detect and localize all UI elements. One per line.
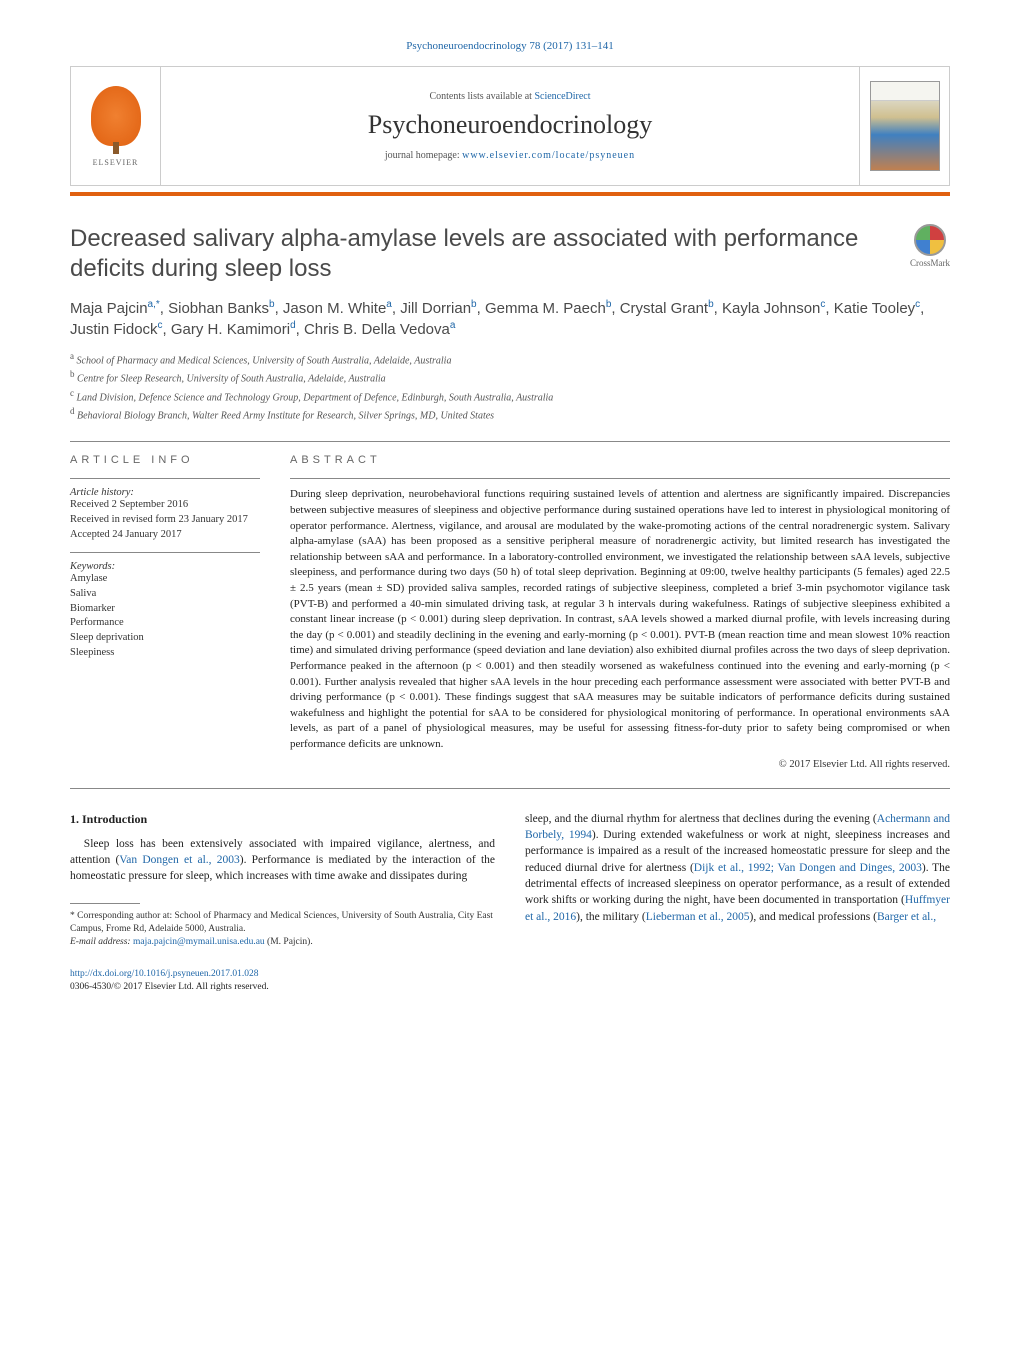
journal-header: ELSEVIER Contents lists available at Sci…	[70, 66, 950, 186]
abstract-heading: ABSTRACT	[290, 454, 950, 466]
authors-list: Maja Pajcina,*, Siobhan Banksb, Jason M.…	[70, 298, 950, 340]
citation-link[interactable]: Achermann and Borbely, 1994	[525, 813, 950, 841]
affiliation-item: c Land Division, Defence Science and Tec…	[70, 387, 950, 405]
body-column-left: 1. Introduction Sleep loss has been exte…	[70, 811, 495, 995]
history-item: Received in revised form 23 January 2017	[70, 513, 260, 528]
journal-reference: Psychoneuroendocrinology 78 (2017) 131–1…	[70, 40, 950, 52]
journal-title: Psychoneuroendocrinology	[368, 110, 653, 140]
citation-link[interactable]: Dijk et al., 1992; Van Dongen and Dinges…	[694, 862, 922, 874]
citation-link[interactable]: Lieberman et al., 2005	[646, 911, 750, 923]
homepage-prefix: journal homepage:	[385, 150, 462, 161]
keyword-item: Sleep deprivation	[70, 631, 260, 646]
keyword-item: Sleepiness	[70, 646, 260, 661]
issn-copyright: 0306-4530/© 2017 Elsevier Ltd. All right…	[70, 982, 269, 992]
divider	[290, 478, 950, 479]
body-columns: 1. Introduction Sleep loss has been exte…	[70, 811, 950, 995]
page-footer: http://dx.doi.org/10.1016/j.psyneuen.201…	[70, 968, 495, 995]
article-info-sidebar: ARTICLE INFO Article history: Received 2…	[70, 454, 260, 769]
history-item: Received 2 September 2016	[70, 498, 260, 513]
keyword-item: Performance	[70, 616, 260, 631]
keyword-item: Biomarker	[70, 602, 260, 617]
email-suffix: (M. Pajcin).	[265, 937, 313, 947]
citation-link[interactable]: Van Dongen et al., 2003	[119, 854, 239, 866]
contents-prefix: Contents lists available at	[429, 91, 534, 102]
sciencedirect-link[interactable]: ScienceDirect	[534, 91, 590, 102]
affiliation-item: d Behavioral Biology Branch, Walter Reed…	[70, 405, 950, 423]
keyword-item: Amylase	[70, 572, 260, 587]
homepage-link[interactable]: www.elsevier.com/locate/psyneuen	[462, 150, 635, 161]
header-center: Contents lists available at ScienceDirec…	[161, 67, 859, 185]
body-column-right: sleep, and the diurnal rhythm for alertn…	[525, 811, 950, 995]
divider	[70, 552, 260, 553]
abstract-text: During sleep deprivation, neurobehaviora…	[290, 487, 950, 752]
keywords-label: Keywords:	[70, 561, 260, 572]
affiliation-item: b Centre for Sleep Research, University …	[70, 368, 950, 386]
elsevier-tree-icon	[91, 86, 141, 146]
history-item: Accepted 24 January 2017	[70, 528, 260, 543]
footnote-separator	[70, 903, 140, 904]
journal-homepage: journal homepage: www.elsevier.com/locat…	[385, 150, 635, 161]
divider	[70, 441, 950, 442]
publisher-logo: ELSEVIER	[71, 67, 161, 185]
doi-link[interactable]: http://dx.doi.org/10.1016/j.psyneuen.201…	[70, 969, 259, 979]
affiliation-item: a School of Pharmacy and Medical Science…	[70, 350, 950, 368]
crossmark-badge[interactable]: CrossMark	[910, 224, 950, 268]
journal-cover-thumb	[859, 67, 949, 185]
divider	[70, 788, 950, 789]
keyword-item: Saliva	[70, 587, 260, 602]
affiliations: a School of Pharmacy and Medical Science…	[70, 350, 950, 423]
article-title: Decreased salivary alpha-amylase levels …	[70, 224, 890, 284]
body-paragraph: Sleep loss has been extensively associat…	[70, 836, 495, 885]
publisher-name: ELSEVIER	[93, 158, 139, 167]
body-paragraph: sleep, and the diurnal rhythm for alertn…	[525, 811, 950, 925]
email-label: E-mail address:	[70, 937, 133, 947]
email-footnote: E-mail address: maja.pajcin@mymail.unisa…	[70, 936, 495, 949]
contents-available: Contents lists available at ScienceDirec…	[429, 91, 590, 102]
cover-image-icon	[870, 81, 940, 171]
divider	[70, 478, 260, 479]
article-info-heading: ARTICLE INFO	[70, 454, 260, 466]
section-heading: 1. Introduction	[70, 811, 495, 828]
crossmark-label: CrossMark	[910, 258, 950, 268]
history-label: Article history:	[70, 487, 260, 498]
accent-bar	[70, 192, 950, 196]
abstract-copyright: © 2017 Elsevier Ltd. All rights reserved…	[290, 759, 950, 770]
abstract-column: ABSTRACT During sleep deprivation, neuro…	[290, 454, 950, 769]
citation-link[interactable]: Barger et al.,	[877, 911, 936, 923]
email-link[interactable]: maja.pajcin@mymail.unisa.edu.au	[133, 937, 265, 947]
crossmark-icon	[914, 224, 946, 256]
corresponding-author-note: * Corresponding author at: School of Pha…	[70, 910, 495, 937]
